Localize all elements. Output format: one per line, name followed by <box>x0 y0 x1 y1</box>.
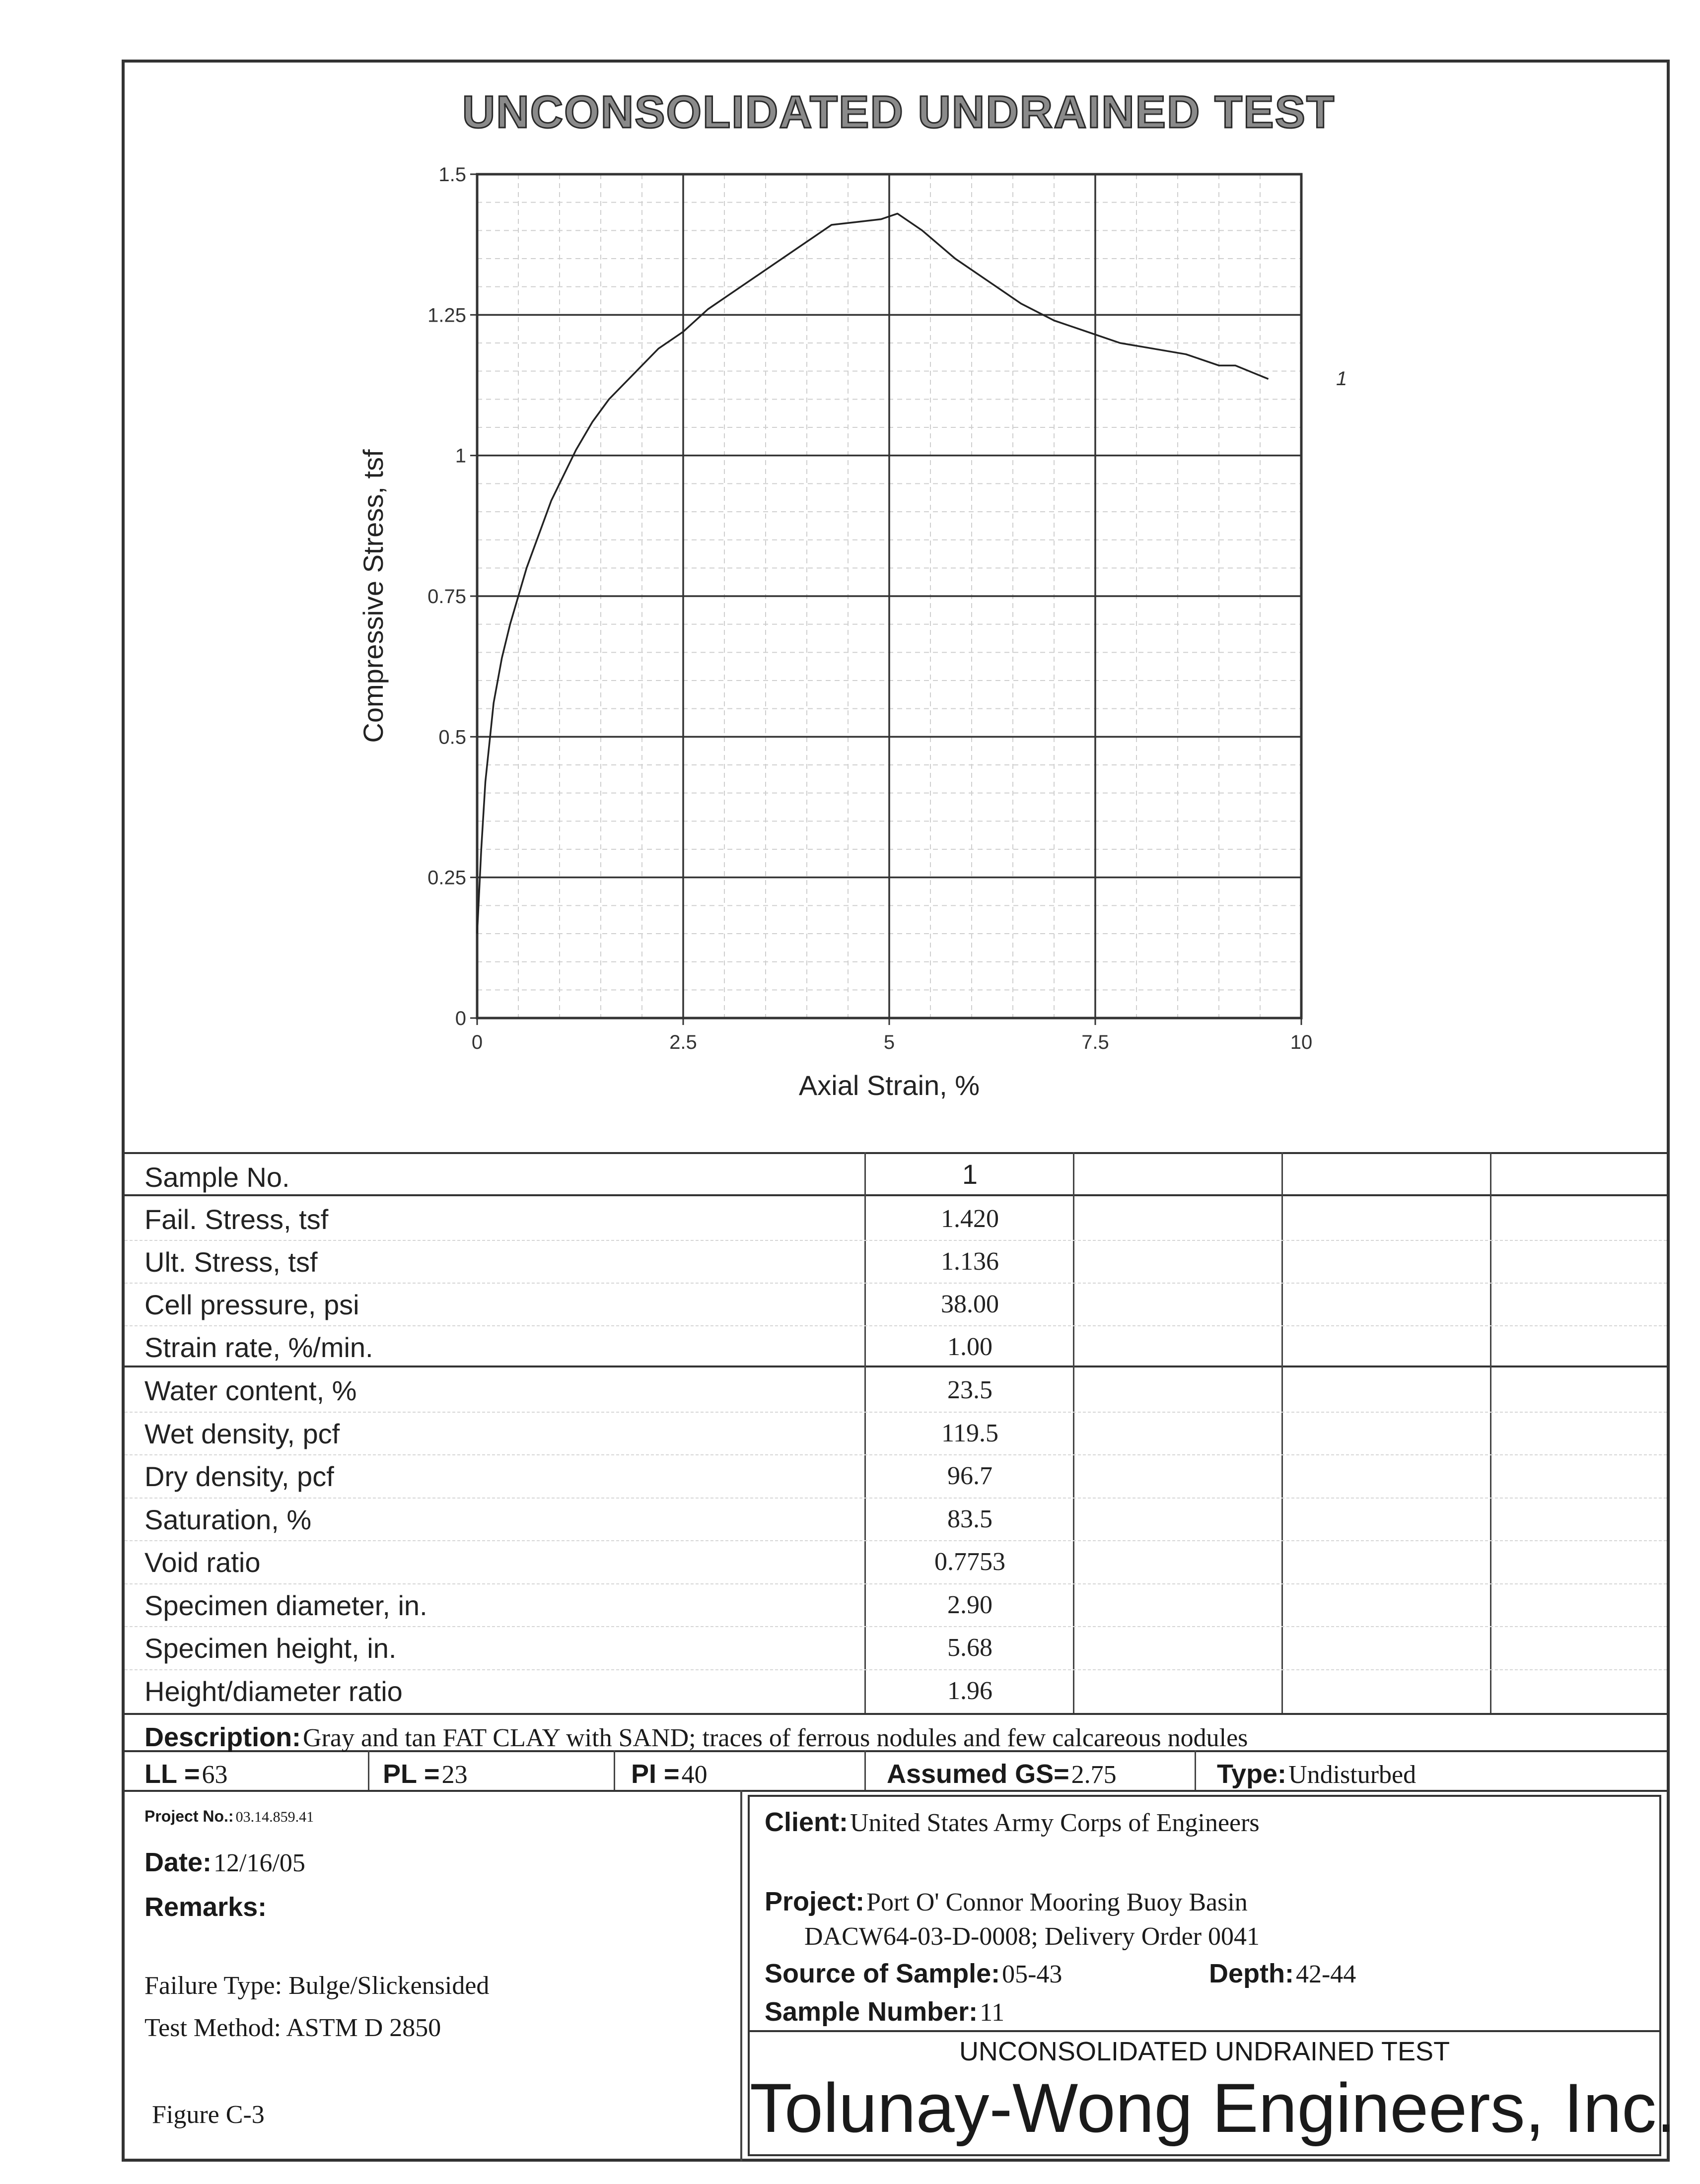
project-info: Project No.: 03.14.859.41 Date: 12/16/05… <box>125 1790 740 2157</box>
row-label: Wet density, pcf <box>144 1418 340 1449</box>
remark-failure-type: Failure Type: Bulge/Slickensided <box>144 1972 490 2000</box>
y-tick-label: 0.75 <box>427 586 466 608</box>
sample-no-1: 1 <box>962 1159 978 1190</box>
row-label: Fail. Stress, tsf <box>144 1204 329 1235</box>
stress-strain-chart: 0 2.5 5 7.5 10 0 0.25 0.5 0.75 1 1.25 1.5 Axial St… <box>357 164 1347 1101</box>
pl-label: PL = <box>383 1759 440 1789</box>
ll-cell: LL = 63 <box>144 1759 228 1789</box>
date-label: Date: <box>144 1847 212 1877</box>
sample-number-value: 11 <box>980 1998 1005 2027</box>
client-value: United States Army Corps of Engineers <box>850 1809 1260 1837</box>
client-row: Client: United States Army Corps of Engi… <box>765 1807 1260 1838</box>
description-row: Description: Gray and tan FAT CLAY with … <box>144 1722 1248 1753</box>
description-label: Description: <box>144 1722 301 1752</box>
sample-number-label: Sample Number: <box>765 1997 978 2027</box>
row-value: 1.00 <box>947 1333 992 1361</box>
gs-label: Assumed GS= <box>887 1759 1069 1789</box>
source-row: Source of Sample: 05-43 <box>765 1958 1062 1989</box>
source-value: 05-43 <box>1002 1960 1062 1988</box>
date-row: Date: 12/16/05 <box>144 1847 305 1878</box>
report-frame: UNCONSOLIDATED UNDRAINED TEST 0 2.5 5 7.5 10… <box>122 60 1676 2162</box>
y-tick-label: 0.5 <box>438 726 466 748</box>
project-label: Project: <box>765 1887 865 1916</box>
x-tick-label: 2.5 <box>669 1031 697 1053</box>
test-title: UNCONSOLIDATED UNDRAINED TEST <box>959 2037 1450 2066</box>
date-value: 12/16/05 <box>213 1849 305 1877</box>
project-no-value: 03.14.859.41 <box>235 1809 314 1825</box>
row-value: 1.96 <box>947 1676 992 1705</box>
row-value: 2.90 <box>947 1590 992 1619</box>
y-axis-label: Compressive Stress, tsf <box>357 449 389 743</box>
sample-number-row: Sample Number: 11 <box>765 1996 1004 2027</box>
row-label: Ult. Stress, tsf <box>144 1246 318 1278</box>
remarks-label: Remarks: <box>144 1892 267 1922</box>
row-label: Strain rate, %/min. <box>144 1332 373 1363</box>
depth-label: Depth: <box>1209 1959 1294 1988</box>
source-label: Source of Sample: <box>765 1959 1000 1988</box>
row-label: Saturation, % <box>144 1503 312 1535</box>
y-tick-label: 0.25 <box>427 867 466 889</box>
row-label: Dry density, pcf <box>144 1461 334 1492</box>
company-name: Tolunay-Wong Engineers, Inc. <box>750 2069 1676 2147</box>
row-label: Void ratio <box>144 1547 261 1578</box>
row-value: 5.68 <box>947 1634 992 1662</box>
y-tick-label: 1.25 <box>427 304 466 326</box>
row-value: 96.7 <box>947 1462 992 1490</box>
row-value: 83.5 <box>947 1504 992 1533</box>
x-tick-label: 7.5 <box>1081 1031 1109 1053</box>
row-value: 23.5 <box>947 1376 992 1404</box>
project-no-row: Project No.: 03.14.859.41 <box>144 1807 314 1826</box>
y-tick-label: 1 <box>455 445 466 467</box>
ll-label: LL = <box>144 1759 200 1789</box>
row-label: Specimen height, in. <box>144 1633 397 1664</box>
series-line-1 <box>476 212 1269 934</box>
remark-test-method: Test Method: ASTM D 2850 <box>144 2014 441 2042</box>
ll-value: 63 <box>202 1761 228 1789</box>
x-tick-label: 0 <box>472 1031 483 1053</box>
row-value: 38.00 <box>941 1290 999 1318</box>
row-label: Height/diameter ratio <box>144 1675 403 1707</box>
pi-label: PI = <box>631 1759 680 1789</box>
description-text: Gray and tan FAT CLAY with SAND; traces … <box>303 1724 1248 1752</box>
pl-cell: PL = 23 <box>383 1759 468 1789</box>
type-cell: Type: Undisturbed <box>1217 1759 1416 1789</box>
pi-cell: PI = 40 <box>631 1759 708 1789</box>
x-tick-label: 5 <box>884 1031 895 1053</box>
row-label: Cell pressure, psi <box>144 1289 359 1320</box>
x-tick-label: 10 <box>1290 1031 1313 1053</box>
project-no-label: Project No.: <box>144 1807 234 1825</box>
sample-no-label: Sample No. <box>144 1161 290 1193</box>
type-value: Undisturbed <box>1288 1761 1417 1789</box>
client-label: Client: <box>765 1807 848 1837</box>
row-value: 1.136 <box>941 1247 999 1276</box>
gs-value: 2.75 <box>1071 1761 1117 1789</box>
row-label: Specimen diameter, in. <box>144 1589 427 1621</box>
results-table: Sample No. 1 Fail. Stress, tsf 1.420 Ult. … <box>125 1152 1667 1867</box>
y-tick-label: 0 <box>455 1008 466 1029</box>
row-value: 119.5 <box>941 1419 999 1447</box>
pl-value: 23 <box>441 1761 468 1789</box>
gs-cell: Assumed GS= 2.75 <box>887 1759 1117 1789</box>
y-tick-label: 1.5 <box>438 164 466 186</box>
row-label: Water content, % <box>144 1375 357 1406</box>
project-row: Project: Port O' Connor Mooring Buoy Bas… <box>765 1886 1248 1917</box>
client-info: Client: United States Army Corps of Engi… <box>748 1795 1676 2156</box>
project-contract: DACW64-03-D-0008; Delivery Order 0041 <box>804 1922 1260 1951</box>
report-title: UNCONSOLIDATED UNDRAINED TEST <box>461 86 1336 138</box>
pi-value: 40 <box>681 1761 708 1789</box>
row-value: 1.420 <box>941 1205 999 1233</box>
depth-value: 42-44 <box>1295 1960 1356 1988</box>
depth-row: Depth: 42-44 <box>1209 1958 1356 1989</box>
x-axis-label: Axial Strain, % <box>799 1070 980 1101</box>
series-label: 1 <box>1336 368 1347 390</box>
row-value: 0.7753 <box>934 1548 1005 1576</box>
project-value: Port O' Connor Mooring Buoy Basin <box>866 1888 1248 1916</box>
figure-number: Figure C-3 <box>152 2101 265 2129</box>
type-label: Type: <box>1217 1759 1287 1789</box>
